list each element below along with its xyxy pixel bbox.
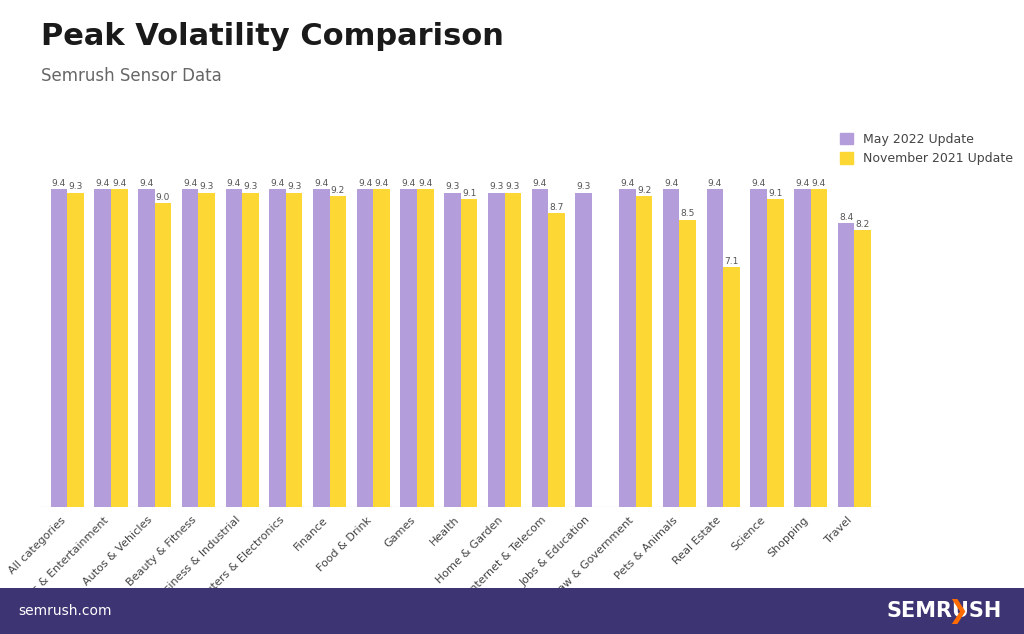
Text: 8.5: 8.5 [681,209,695,219]
Text: 9.4: 9.4 [401,179,416,188]
Text: 9.3: 9.3 [445,183,460,191]
Bar [487,193,505,507]
Text: 9.1: 9.1 [768,189,782,198]
Text: 9.4: 9.4 [664,179,678,188]
Bar [707,190,723,507]
Text: Semrush Sensor Data: Semrush Sensor Data [41,67,222,84]
Bar [400,190,417,507]
Text: 9.4: 9.4 [418,179,432,188]
Text: 9.3: 9.3 [489,183,504,191]
Text: 9.3: 9.3 [287,183,301,191]
Bar [461,200,477,507]
Text: Peak Volatility Comparison: Peak Volatility Comparison [41,22,504,51]
Bar [374,190,390,507]
Text: 9.4: 9.4 [314,179,329,188]
Text: 9.3: 9.3 [506,183,520,191]
Text: 9.1: 9.1 [462,189,476,198]
Bar [286,193,302,507]
Bar [199,193,215,507]
Bar [767,200,783,507]
Bar [620,190,636,507]
Text: 9.4: 9.4 [812,179,826,188]
Text: 9.3: 9.3 [244,183,258,191]
Text: 8.2: 8.2 [856,219,869,229]
Bar [417,190,434,507]
Bar [330,196,346,507]
Text: semrush.com: semrush.com [18,604,112,618]
Bar [182,190,199,507]
Bar [269,190,286,507]
Text: 8.4: 8.4 [839,213,853,222]
Bar [505,193,521,507]
Text: 9.4: 9.4 [708,179,722,188]
Text: 9.3: 9.3 [577,183,591,191]
Bar [68,193,84,507]
Bar [723,267,739,507]
Text: 9.3: 9.3 [69,183,83,191]
Bar [663,190,680,507]
Bar [680,220,696,507]
Text: 9.4: 9.4 [52,179,66,188]
Bar [111,190,128,507]
Text: 9.3: 9.3 [200,183,214,191]
Text: 9.4: 9.4 [183,179,198,188]
Text: 8.7: 8.7 [550,203,564,212]
Text: 9.4: 9.4 [621,179,635,188]
Bar [794,190,811,507]
Bar [531,190,548,507]
Bar [155,203,171,507]
Text: 9.4: 9.4 [358,179,372,188]
Bar [356,190,374,507]
Text: 9.4: 9.4 [95,179,110,188]
Bar [811,190,827,507]
Bar [548,213,565,507]
Bar [854,230,871,507]
Text: 9.4: 9.4 [796,179,810,188]
Text: 9.4: 9.4 [139,179,154,188]
Bar [313,190,330,507]
Legend: May 2022 Update, November 2021 Update: May 2022 Update, November 2021 Update [840,133,1013,165]
Text: 9.4: 9.4 [226,179,241,188]
Text: 7.1: 7.1 [724,257,738,266]
Text: 9.4: 9.4 [752,179,766,188]
Text: 9.2: 9.2 [331,186,345,195]
Bar [242,193,259,507]
Text: ❯: ❯ [947,598,968,624]
Bar [636,196,652,507]
Bar [138,190,155,507]
Bar [50,190,68,507]
Text: 9.2: 9.2 [637,186,651,195]
Text: 9.4: 9.4 [532,179,547,188]
Bar [838,223,854,507]
Text: 9.0: 9.0 [156,193,170,202]
Text: 9.4: 9.4 [112,179,126,188]
Text: 9.4: 9.4 [375,179,389,188]
Bar [444,193,461,507]
Bar [751,190,767,507]
Text: 9.4: 9.4 [270,179,285,188]
Bar [575,193,592,507]
Text: SEMRUSH: SEMRUSH [886,601,1001,621]
Bar [225,190,242,507]
Bar [94,190,111,507]
